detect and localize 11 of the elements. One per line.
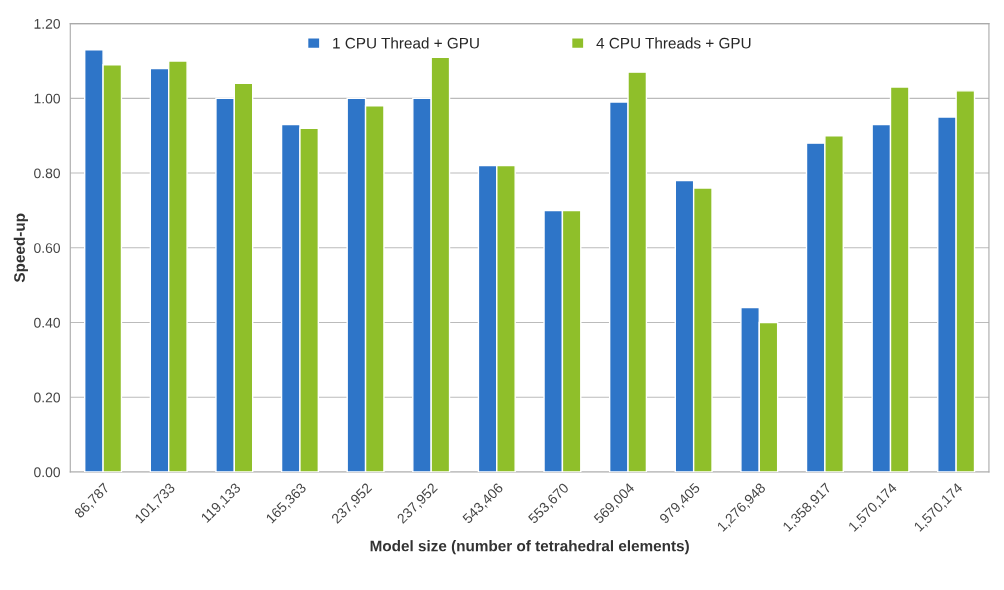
y-tick-label: 0.20 [34, 392, 61, 403]
legend-label: 1 CPU Thread + GPU [333, 37, 479, 49]
legend-label: 4 CPU Threads + GPU [596, 37, 751, 49]
y-tick-label: 1.00 [34, 93, 61, 104]
y-axis-title: Speed-up [13, 213, 28, 283]
x-axis-title: Model size (number of tetrahedral elements) [370, 540, 689, 555]
y-tick-label: 0.60 [34, 243, 61, 253]
y-tick-label: 0.40 [34, 317, 61, 328]
y-tick-label: 1.20 [34, 18, 61, 29]
y-tick-label: 0.00 [34, 467, 61, 478]
y-tick-label: 0.80 [34, 168, 61, 179]
